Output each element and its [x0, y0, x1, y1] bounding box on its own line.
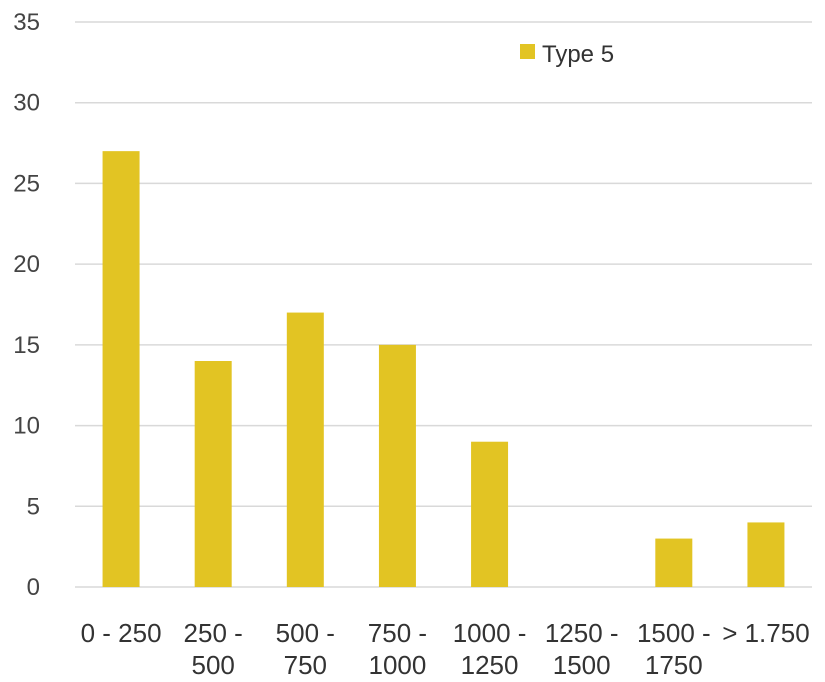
x-category-label-line: 1250 - — [545, 618, 619, 648]
x-category-label-line: 500 — [191, 650, 234, 680]
x-category-label-4: 1000 -1250 — [453, 618, 527, 680]
x-category-label-2: 500 -750 — [276, 618, 335, 680]
x-category-label-0: 0 - 250 — [81, 618, 162, 648]
legend-swatch — [520, 44, 535, 59]
x-category-label-line: 1000 - — [453, 618, 527, 648]
bars — [102, 151, 785, 587]
bar-3 — [378, 344, 416, 587]
x-category-label-line: 0 - 250 — [81, 618, 162, 648]
y-tick-label-35: 35 — [13, 9, 40, 36]
x-category-label-line: 1500 — [553, 650, 611, 680]
x-category-label-5: 1250 -1500 — [545, 618, 619, 680]
x-category-label-line: > 1.750 — [722, 618, 809, 648]
y-tick-label-20: 20 — [13, 251, 40, 278]
x-category-label-line: 1000 — [369, 650, 427, 680]
x-category-label-line: 750 — [284, 650, 327, 680]
x-category-label-7: > 1.750 — [722, 618, 809, 648]
x-category-label-1: 250 -500 — [184, 618, 243, 680]
x-category-label-line: 500 - — [276, 618, 335, 648]
bar-2 — [286, 312, 324, 587]
legend-label-type-5: Type 5 — [542, 41, 614, 68]
x-category-label-3: 750 -1000 — [368, 618, 427, 680]
x-category-label-6: 1500 -1750 — [637, 618, 711, 680]
bar-7 — [747, 522, 785, 587]
gridlines — [75, 21, 812, 588]
bar-1 — [194, 361, 232, 587]
bar-4 — [471, 441, 509, 587]
x-category-label-line: 750 - — [368, 618, 427, 648]
y-axis-tick-labels: 0 5 10 15 20 25 30 35 — [13, 9, 40, 601]
legend: Type 5 — [520, 41, 614, 68]
x-category-label-line: 1500 - — [637, 618, 711, 648]
y-tick-label-30: 30 — [13, 90, 40, 117]
x-category-label-line: 250 - — [184, 618, 243, 648]
y-tick-label-0: 0 — [27, 574, 40, 601]
bar-0 — [102, 151, 140, 587]
x-category-label-line: 1750 — [645, 650, 703, 680]
y-tick-label-5: 5 — [27, 493, 40, 520]
y-tick-label-10: 10 — [13, 413, 40, 440]
bar-6 — [655, 538, 693, 587]
y-tick-label-25: 25 — [13, 170, 40, 197]
x-category-label-line: 1250 — [461, 650, 519, 680]
y-tick-label-15: 15 — [13, 332, 40, 359]
